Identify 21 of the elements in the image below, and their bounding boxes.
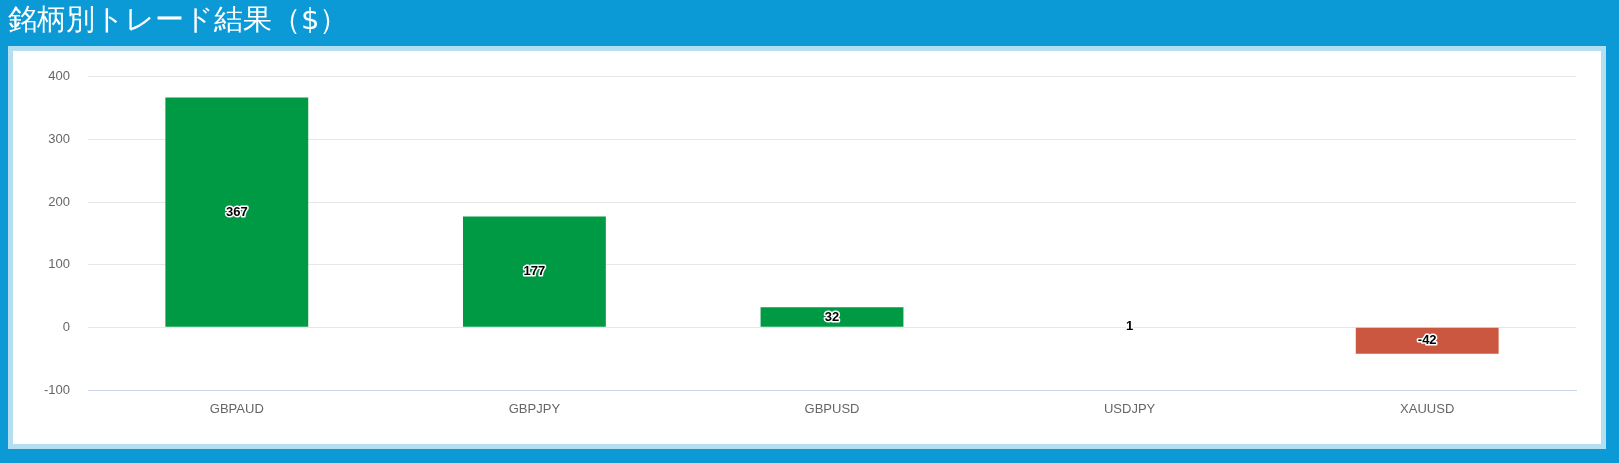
y-tick-label: -100 — [43, 381, 70, 397]
y-tick-label: 400 — [48, 68, 70, 84]
y-tick-label: 0 — [62, 318, 70, 334]
x-tick-label: GBPUSD — [804, 401, 860, 417]
x-tick-label: GBPJPY — [508, 401, 561, 417]
data-label: 1 — [1125, 318, 1134, 334]
bar — [1355, 327, 1499, 354]
data-label: 367 — [225, 203, 248, 219]
chart-title: 銘柄別トレード結果（$） — [8, 1, 349, 37]
y-tick-label: 100 — [48, 256, 70, 272]
bar — [760, 307, 904, 327]
y-tick-label: 200 — [48, 193, 70, 209]
bar — [165, 97, 309, 327]
x-tick-label: USDJPY — [1103, 401, 1156, 417]
data-label: -42 — [1417, 332, 1437, 348]
x-tick-label: GBPAUD — [209, 401, 264, 417]
x-tick-label: XAUUSD — [1400, 401, 1455, 417]
data-label: 177 — [523, 263, 546, 279]
bar — [462, 216, 606, 327]
data-label: 32 — [824, 308, 840, 324]
y-tick-label: 300 — [48, 131, 70, 147]
